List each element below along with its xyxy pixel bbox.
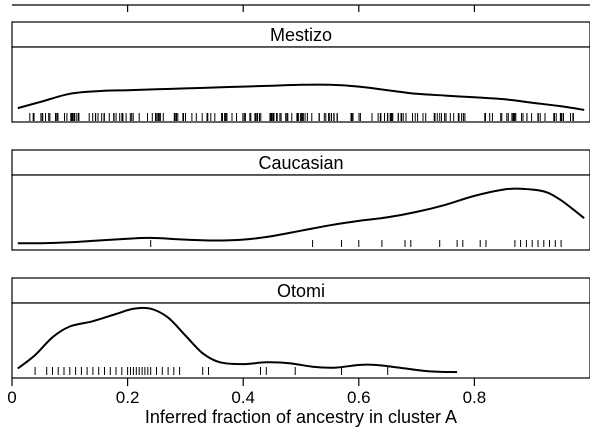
panel-mestizo: Mestizo [11,21,590,123]
x-tick-label: 0.2 [116,388,140,407]
strip-label-caucasian: Caucasian [258,153,343,173]
bottom-axis-tick-labels: 0 0.2 0.4 0.6 0.8 [7,388,486,407]
density-curve-caucasian [17,187,585,245]
bottom-axis-ticks [11,378,475,386]
top-axis-ticks [126,5,475,12]
x-tick-label: 0.8 [463,388,487,407]
strip-label-mestizo: Mestizo [270,25,332,45]
plot-frame-otomi [11,302,590,379]
plot-frame-mestizo [11,46,590,123]
rug-mestizo [29,113,574,121]
x-axis-title: Inferred fraction of ancestry in cluster… [145,407,457,427]
top-axis [12,4,590,12]
strip-mestizo [11,21,590,48]
x-tick-label: 0.4 [231,388,255,407]
x-tick-label: 0.6 [347,388,371,407]
strip-caucasian [11,149,590,176]
rug-caucasian [150,240,562,247]
panel-caucasian: Caucasian [11,149,590,251]
panel-otomi: Otomi [11,277,590,379]
density-curve-otomi [17,306,458,374]
plot-frame-caucasian [11,174,590,251]
strip-label-otomi: Otomi [277,281,325,301]
x-tick-label: 0 [7,388,16,407]
density-curve-mestizo [17,83,585,111]
rug-otomi [34,367,389,375]
bottom-axis: 0 0.2 0.4 0.6 0.8 Inferred fraction of ances… [7,378,486,427]
